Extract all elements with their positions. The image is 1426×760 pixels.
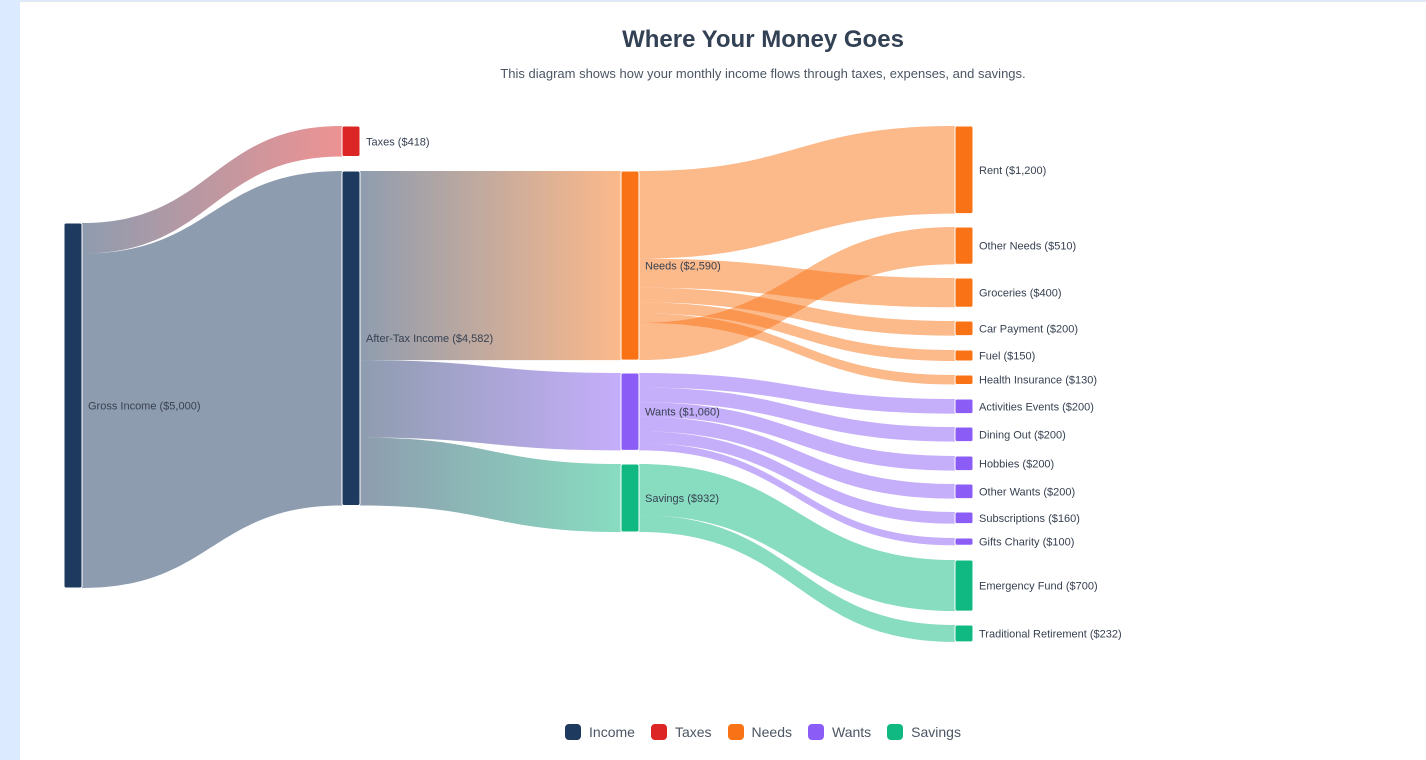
node-hobbies[interactable] [954, 455, 974, 472]
legend-label: Savings [911, 724, 961, 740]
node-subs[interactable] [954, 511, 974, 525]
node-label-aftertax: After-Tax Income ($4,582) [366, 333, 493, 345]
node-fuel[interactable] [954, 349, 974, 362]
sankey-diagram: Gross Income ($5,000) Taxes ($418) After-T… [63, 125, 1122, 643]
link-wants-subs[interactable] [639, 431, 955, 524]
node-wants[interactable] [620, 372, 640, 451]
link-aftertax-wants[interactable] [360, 360, 621, 451]
node-label-hobbies: Hobbies ($200) [979, 458, 1054, 470]
legend-swatch [565, 724, 582, 740]
legend-swatch [650, 724, 667, 740]
node-needs[interactable] [620, 170, 640, 361]
node-label-savings: Savings ($932) [645, 493, 719, 505]
link-savings-emergency[interactable] [639, 464, 955, 612]
legend-label: Income [589, 724, 635, 740]
page-subtitle: This diagram shows how your monthly inco… [500, 66, 1026, 81]
node-gross[interactable] [63, 222, 83, 589]
link-wants-otherwants[interactable] [639, 416, 955, 499]
legend-item-needs[interactable]: Needs [727, 724, 792, 740]
link-needs-health[interactable] [639, 313, 955, 385]
link-wants-hobbies[interactable] [639, 402, 955, 471]
legend-swatch [727, 724, 744, 740]
node-health[interactable] [954, 374, 974, 385]
legend-item-taxes[interactable]: Taxes [650, 724, 712, 740]
link-savings-retirement[interactable] [639, 515, 955, 642]
page-title: Where Your Money Goes [622, 26, 904, 53]
legend: Income Taxes Needs Wants Savings [0, 724, 1426, 740]
node-car[interactable] [954, 320, 974, 337]
legend-label: Wants [832, 724, 872, 740]
link-wants-dining[interactable] [639, 387, 955, 442]
node-label-car: Car Payment ($200) [979, 323, 1078, 335]
legend-item-savings[interactable]: Savings [887, 724, 961, 740]
node-label-otherwants: Other Wants ($200) [979, 486, 1075, 498]
node-label-gifts: Gifts Charity ($100) [979, 537, 1074, 549]
link-wants-gifts[interactable] [639, 443, 955, 546]
legend-label: Needs [751, 724, 792, 740]
node-retirement[interactable] [954, 624, 974, 643]
node-label-subs: Subscriptions ($160) [979, 513, 1080, 525]
link-aftertax-savings[interactable] [360, 437, 621, 533]
legend-label: Taxes [674, 724, 712, 740]
node-gifts[interactable] [954, 537, 974, 546]
node-taxes[interactable] [341, 125, 361, 158]
node-label-fuel: Fuel ($150) [979, 350, 1035, 362]
nodes-group: Gross Income ($5,000) Taxes ($418) After-T… [63, 125, 1122, 643]
node-label-taxes: Taxes ($418) [366, 136, 430, 148]
node-label-dining: Dining Out ($200) [979, 429, 1066, 441]
node-label-rent: Rent ($1,200) [979, 165, 1046, 177]
legend-item-income[interactable]: Income [565, 724, 635, 740]
node-label-otherneeds: Other Needs ($510) [979, 241, 1076, 253]
node-groceries[interactable] [954, 277, 974, 308]
node-label-gross: Gross Income ($5,000) [88, 401, 201, 413]
link-gross-aftertax[interactable] [82, 171, 342, 588]
link-needs-otherneeds[interactable] [639, 227, 955, 361]
node-label-groceries: Groceries ($400) [979, 288, 1062, 300]
node-label-needs: Needs ($2,590) [645, 261, 721, 273]
links-group [82, 126, 955, 642]
node-label-activities: Activities Events ($200) [979, 401, 1094, 413]
node-label-health: Health Insurance ($130) [979, 375, 1097, 387]
legend-swatch [808, 724, 824, 740]
legend-swatch [887, 724, 904, 740]
node-label-wants: Wants ($1,060) [645, 407, 720, 419]
link-needs-rent[interactable] [639, 126, 955, 259]
node-otherneeds[interactable] [954, 226, 974, 265]
link-aftertax-needs[interactable] [360, 171, 621, 361]
link-wants-activities[interactable] [639, 373, 955, 414]
node-activities[interactable] [954, 398, 974, 415]
node-savings[interactable] [620, 463, 640, 533]
node-otherwants[interactable] [954, 483, 974, 500]
legend-item-wants[interactable]: Wants [808, 724, 871, 740]
chart-card: Where Your Money Goes This diagram shows… [20, 1, 1426, 760]
link-gross-taxes[interactable] [82, 126, 342, 254]
node-aftertax[interactable] [341, 170, 361, 506]
node-label-retirement: Traditional Retirement ($232) [979, 628, 1122, 640]
node-emergency[interactable] [954, 559, 974, 612]
node-label-emergency: Emergency Fund ($700) [979, 581, 1098, 593]
node-rent[interactable] [954, 125, 974, 215]
node-dining[interactable] [954, 426, 974, 443]
